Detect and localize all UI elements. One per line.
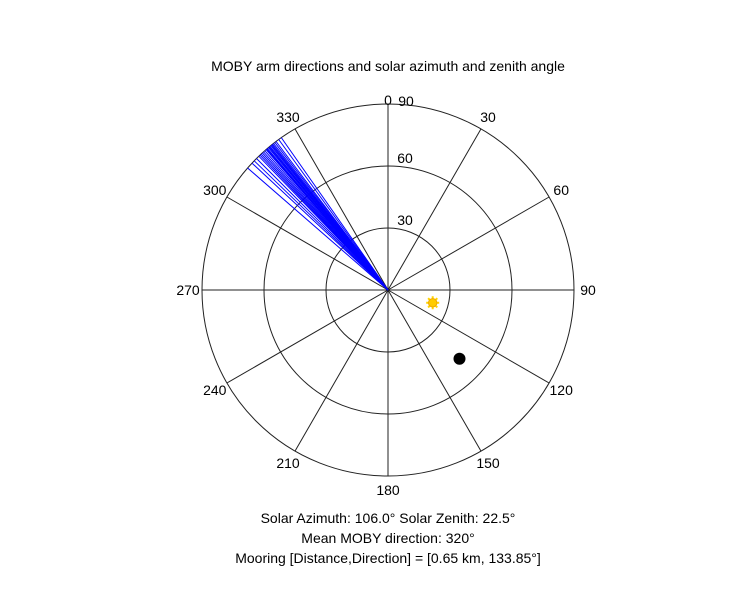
sun-icon: [426, 296, 440, 310]
moby-arm-lines: [247, 137, 389, 291]
grid-spoke-330: [294, 128, 389, 291]
grid-spoke-60: [387, 196, 550, 291]
moby-arm-line: [275, 141, 389, 291]
angle-tick-label: 150: [476, 455, 500, 471]
moby-arm-line: [247, 167, 389, 291]
angle-tick-label: 30: [480, 109, 496, 125]
angle-tick-label: 240: [203, 382, 227, 398]
angle-tick-label: 90: [580, 282, 596, 298]
polar-grid: [201, 103, 575, 477]
grid-spoke-240: [226, 289, 389, 384]
angle-tick-label: 270: [176, 282, 200, 298]
angle-tick-label: 0: [384, 92, 392, 108]
radial-tick-label: 30: [397, 212, 413, 228]
mooring-point: [453, 352, 466, 365]
grid-spoke-150: [387, 289, 482, 452]
caption-solar: Solar Azimuth: 106.0° Solar Zenith: 22.5…: [260, 510, 516, 526]
radial-tick-label: 60: [397, 150, 413, 166]
moby-arm-line: [256, 158, 389, 291]
angle-tick-label: 180: [376, 482, 400, 498]
angle-tick-label: 210: [276, 455, 300, 471]
moby-arm-line: [253, 160, 389, 291]
angle-labels: 0 30 60 90 120 150 180 210 240 270 300 330 30 60 90: [176, 92, 596, 498]
moby-arm-line: [280, 137, 389, 291]
angle-tick-label: 120: [550, 382, 574, 398]
grid-spoke-30: [387, 128, 482, 291]
caption-moby: Mean MOBY direction: 320°: [301, 530, 475, 546]
grid-spoke-300: [226, 196, 389, 291]
angle-tick-label: 60: [553, 182, 569, 198]
chart-title: MOBY arm directions and solar azimuth an…: [211, 58, 565, 74]
radial-tick-label: 90: [398, 93, 414, 109]
moby-arm-line: [278, 139, 389, 291]
angle-tick-label: 330: [276, 109, 300, 125]
angle-tick-label: 300: [203, 182, 227, 198]
grid-spoke-210: [294, 289, 389, 452]
moby-arm-line: [251, 162, 389, 291]
chart-markers: [426, 296, 466, 365]
grid-spoke-120: [387, 289, 550, 384]
caption-mooring: Mooring [Distance,Direction] = [0.65 km,…: [235, 550, 541, 566]
